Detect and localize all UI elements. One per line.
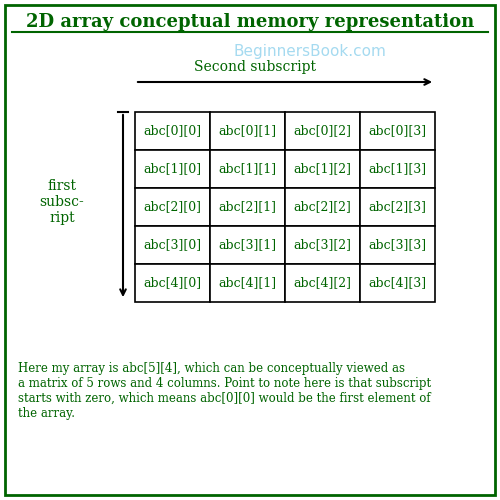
Text: 2D array conceptual memory representation: 2D array conceptual memory representatio… [26,13,474,31]
Text: abc[4][3]: abc[4][3] [368,276,426,289]
Text: abc[3][2]: abc[3][2] [294,238,352,252]
Bar [285,264,360,302]
Bar [210,264,285,302]
Bar [285,150,360,188]
Text: Second subscript: Second subscript [194,60,316,74]
Bar [135,226,210,264]
Text: abc[0][0]: abc[0][0] [144,124,202,138]
Text: abc[2][0]: abc[2][0] [144,200,202,213]
Bar [135,112,210,150]
Text: abc[1][3]: abc[1][3] [368,162,426,175]
Text: abc[3][3]: abc[3][3] [368,238,426,252]
Bar [135,150,210,188]
Text: abc[4][1]: abc[4][1] [218,276,276,289]
Text: abc[4][2]: abc[4][2] [294,276,352,289]
Text: abc[0][3]: abc[0][3] [368,124,426,138]
Text: abc[2][3]: abc[2][3] [368,200,426,213]
Text: BeginnersBook.com: BeginnersBook.com [234,44,386,60]
Text: abc[2][2]: abc[2][2] [294,200,352,213]
Text: abc[2][1]: abc[2][1] [218,200,276,213]
Bar [210,226,285,264]
Text: abc[3][1]: abc[3][1] [218,238,276,252]
Bar [360,112,435,150]
Text: Here my array is abc[5][4], which can be conceptually viewed as
a matrix of 5 ro: Here my array is abc[5][4], which can be… [18,362,431,420]
Bar [210,150,285,188]
Bar [360,226,435,264]
Text: abc[4][0]: abc[4][0] [144,276,202,289]
Bar [285,112,360,150]
Text: abc[1][0]: abc[1][0] [144,162,202,175]
Bar [360,188,435,226]
Bar [285,226,360,264]
Text: abc[0][1]: abc[0][1] [218,124,276,138]
Text: abc[1][1]: abc[1][1] [218,162,276,175]
Text: abc[3][0]: abc[3][0] [144,238,202,252]
Bar [360,150,435,188]
Bar [210,112,285,150]
Text: abc[0][2]: abc[0][2] [294,124,352,138]
Bar [135,188,210,226]
Text: first
subsc-
ript: first subsc- ript [40,179,84,225]
Bar [360,264,435,302]
Bar [285,188,360,226]
Bar [135,264,210,302]
Bar [210,188,285,226]
Text: abc[1][2]: abc[1][2] [294,162,352,175]
